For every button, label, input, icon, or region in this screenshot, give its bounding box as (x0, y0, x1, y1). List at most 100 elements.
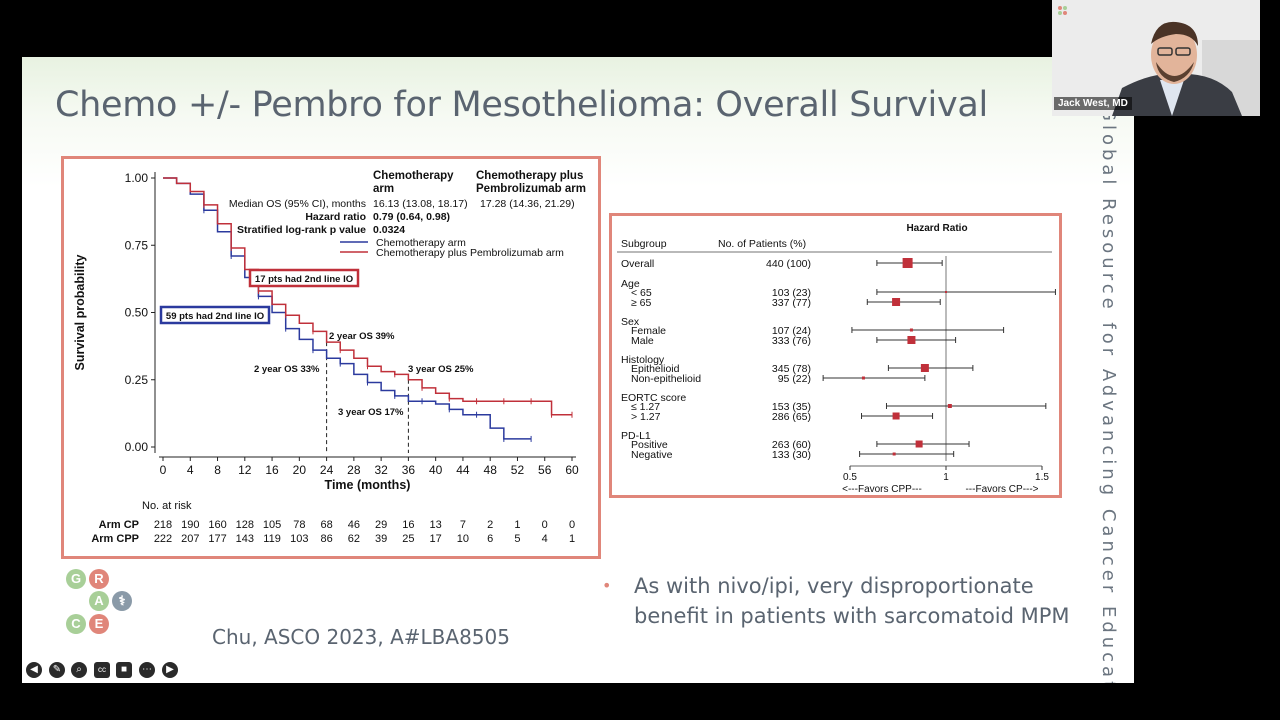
x-tick-label: 40 (429, 463, 443, 477)
info-row-cp: 16.13 (13.08, 18.17) (373, 198, 468, 210)
risk-row-label: Arm CPP (91, 533, 139, 545)
risk-value: 29 (375, 519, 387, 531)
hr-marker (909, 328, 913, 332)
x-tick-label: 52 (511, 463, 525, 477)
hr-marker (915, 440, 923, 448)
hr-marker (907, 336, 916, 344)
risk-value: 6 (487, 533, 493, 545)
km-chart: 0.000.250.500.751.000 4 8 12 16 20 24 28 32 36 40 4… (73, 170, 586, 545)
subgroup-label: Negative (631, 449, 673, 461)
x-tick-label: 12 (238, 463, 252, 477)
info-header-cpp-2: Pembrolizumab arm (476, 183, 586, 195)
subgroup-label: < 65 (631, 287, 652, 299)
info-row-cp: 0.79 (0.64, 0.98) (373, 211, 450, 223)
forest-plot-box: Hazard Ratio Subgroup No. of Patients (%) O… (609, 213, 1062, 498)
info-row-label: Hazard ratio (305, 211, 366, 223)
risk-value: 177 (208, 533, 226, 545)
side-org-text: Global Resource for Advancing Cancer Edu… (1098, 107, 1119, 683)
camera-icon[interactable]: ■ (116, 662, 132, 678)
forest-title: Hazard Ratio (906, 223, 967, 234)
risk-value: 143 (236, 533, 254, 545)
subgroup-label: Overall (621, 258, 654, 270)
risk-value: 1 (514, 519, 520, 531)
hr-marker (920, 364, 929, 372)
more-icon[interactable]: ⋯ (139, 662, 155, 678)
x-tick-label: 48 (484, 463, 498, 477)
info-header-cp: Chemotherapy (373, 170, 454, 182)
logo-letter: C (66, 614, 86, 634)
bullet-text: As with nivo/ipi, very disproportionate … (634, 574, 1070, 628)
risk-value: 190 (181, 519, 199, 531)
risk-value: 222 (154, 533, 172, 545)
risk-value: 16 (402, 519, 414, 531)
logo-letter: R (89, 569, 109, 589)
km-chart-box: 0.00 0.25 0.50 0.75 1.00 0 4 8 12 16 20 24 28 32 36 40 4… (61, 156, 601, 559)
risk-value: 39 (375, 533, 387, 545)
forest-x-tick-label: 1.5 (1035, 472, 1049, 483)
risk-value: 0 (542, 519, 548, 531)
slide-title: Chemo +/- Pembro for Mesothelioma: Overa… (55, 85, 988, 125)
risk-value: 5 (514, 533, 520, 545)
forward-icon[interactable]: ▶ (162, 662, 178, 678)
caduceus-icon: ⚕ (112, 591, 132, 611)
col-header-subgroup: Subgroup (621, 238, 667, 250)
risk-value: 103 (290, 533, 308, 545)
risk-value: 68 (320, 519, 332, 531)
x-axis-label: Time (months) (325, 478, 411, 492)
survival-curve-cp (163, 177, 532, 440)
subgroup-label: Epithelioid (631, 363, 680, 375)
subgroup-label: Non-epithelioid (631, 373, 701, 385)
patients-count: 263 (60) (772, 439, 811, 451)
risk-value: 0 (569, 519, 575, 531)
risk-value: 25 (402, 533, 414, 545)
patients-count: 333 (76) (772, 335, 811, 347)
hr-marker (892, 298, 901, 306)
risk-value: 62 (348, 533, 360, 545)
risk-value: 7 (460, 519, 466, 531)
logo-letter: E (89, 614, 109, 634)
favors-left-label: <---Favors CPP--- (842, 484, 922, 495)
risk-value: 207 (181, 533, 199, 545)
favors-right-label: ---Favors CP---> (965, 484, 1038, 495)
hr-marker (902, 258, 913, 268)
y-axis-label: Survival probability (73, 254, 87, 370)
back-icon[interactable]: ◀ (26, 662, 42, 678)
patients-count: 95 (22) (778, 373, 811, 385)
hr-marker (861, 376, 865, 380)
col-header-patients: No. of Patients (%) (718, 238, 806, 250)
subgroup-label: PD-L1 (621, 430, 651, 442)
bullet-dot-icon: • (602, 576, 612, 595)
patients-count: 345 (78) (772, 363, 811, 375)
x-tick-label: 36 (402, 463, 416, 477)
info-header-cp-2: arm (373, 183, 394, 195)
subgroup-label: Male (631, 335, 654, 347)
webcam-tile: Jack West, MD (1052, 0, 1260, 116)
grace-logo: G R A ⚕ C E (62, 567, 142, 637)
y-tick-label: 1.00 (125, 171, 149, 185)
patients-count: 337 (77) (772, 297, 811, 309)
legend-label: Chemotherapy plus Pembrolizumab arm (376, 247, 564, 259)
x-tick-label: 24 (320, 463, 334, 477)
zoom-icon[interactable]: ⌕ (71, 662, 87, 678)
subgroup-label: ≥ 65 (631, 297, 652, 309)
y-tick-label: 0.75 (125, 238, 149, 252)
forest-x-tick-label: 0.5 (843, 472, 857, 483)
annotation-text: 3 year OS 17% (338, 407, 404, 418)
info-row-cp: 0.0324 (373, 224, 405, 236)
forest-x-tick-label: 1 (943, 472, 949, 483)
patients-count: 440 (100) (766, 258, 811, 270)
risk-value: 105 (263, 519, 281, 531)
logo-letter: A (89, 591, 109, 611)
risk-value: 218 (154, 519, 172, 531)
annotation-text: 2 year OS 33% (254, 364, 320, 375)
cc-icon[interactable]: cc (94, 662, 110, 678)
pen-icon[interactable]: ✎ (49, 662, 65, 678)
x-tick-label: 20 (293, 463, 307, 477)
risk-value: 2 (487, 519, 493, 531)
annotation-text: 3 year OS 25% (408, 364, 474, 375)
annotation-text: 2 year OS 39% (329, 331, 395, 342)
subgroup-label: Histology (621, 354, 665, 366)
risk-value: 4 (542, 533, 548, 545)
annotation-text: 59 pts had 2nd line IO (166, 311, 264, 322)
logo-letter: G (66, 569, 86, 589)
